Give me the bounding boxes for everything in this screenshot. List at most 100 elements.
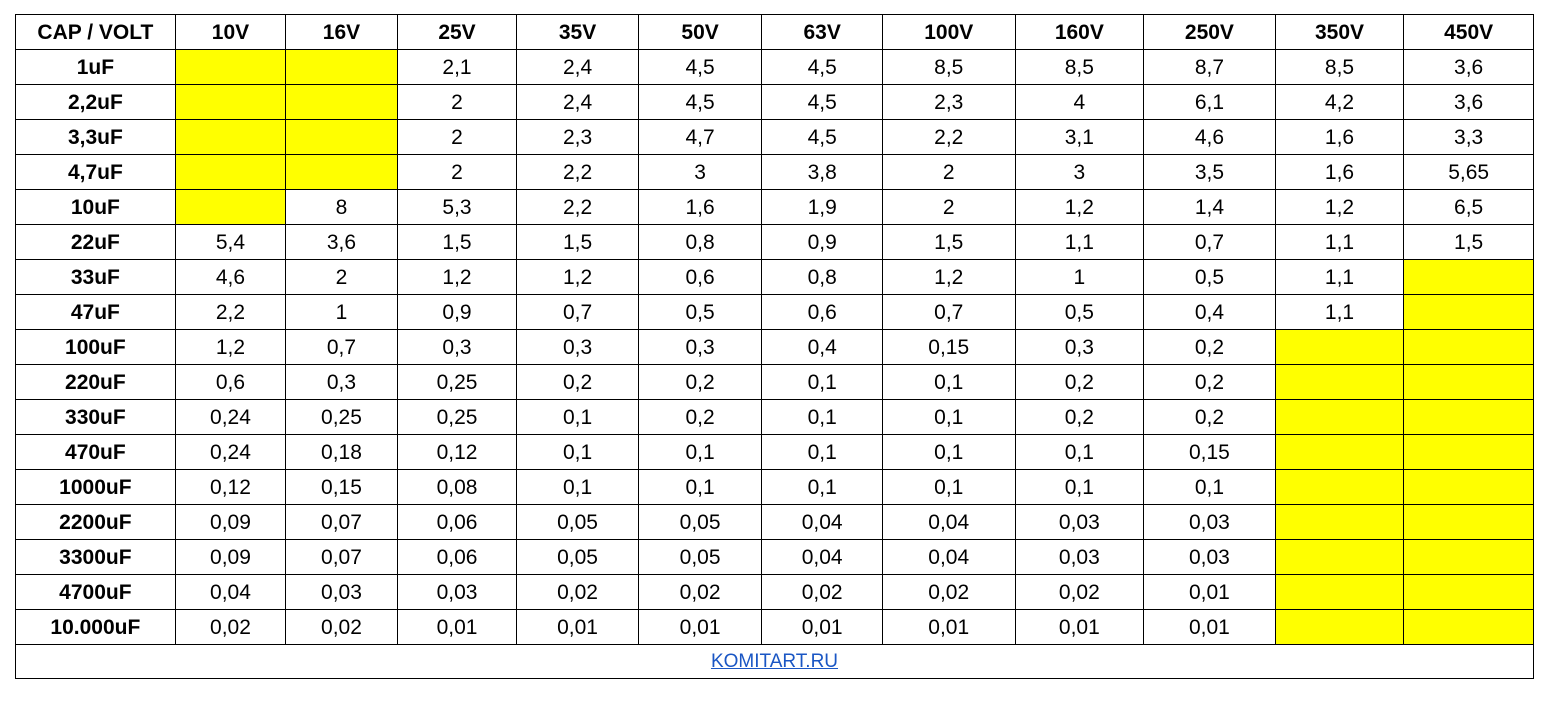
column-header-160v: 160V [1014, 14, 1145, 50]
esr-value-cell: 0,02 [516, 574, 639, 610]
esr-value-cell: 0,07 [285, 504, 398, 540]
esr-value-cell: 0,01 [1143, 574, 1276, 610]
esr-value-cell: 8,5 [1274, 49, 1405, 85]
unavailable-cell [1274, 399, 1405, 435]
column-header-50v: 50V [637, 14, 763, 50]
esr-value-cell: 0,2 [1143, 399, 1276, 435]
esr-value-cell: 0,1 [761, 364, 883, 400]
esr-value-cell: 4,5 [761, 84, 883, 120]
unavailable-cell [1274, 574, 1405, 610]
esr-value-cell: 4,7 [637, 119, 763, 155]
esr-value-cell: 3,8 [761, 154, 883, 190]
esr-value-cell: 1,1 [1014, 224, 1145, 260]
row-header-capacitance: 10.000uF [15, 609, 176, 645]
esr-value-cell: 0,01 [1143, 609, 1276, 645]
table-body: 1uF 2,1 2,4 4,5 4,5 8,5 8,5 8,7 8,5 3,6 2,2uF 2 2,4 4… [15, 49, 1534, 645]
unavailable-cell [1274, 539, 1405, 575]
esr-value-cell: 0,3 [285, 364, 398, 400]
row-header-capacitance: 4700uF [15, 574, 176, 610]
esr-value-cell: 0,8 [761, 259, 883, 295]
esr-value-cell: 0,4 [1143, 294, 1276, 330]
esr-value-cell: 5,65 [1403, 154, 1534, 190]
esr-value-cell: 0,18 [285, 434, 398, 470]
esr-value-cell: 0,1 [761, 469, 883, 505]
esr-value-cell: 4,6 [1143, 119, 1276, 155]
esr-value-cell: 0,04 [174, 574, 287, 610]
unavailable-cell [174, 49, 287, 85]
esr-value-cell: 0,1 [516, 434, 639, 470]
esr-value-cell: 6,5 [1403, 189, 1534, 225]
column-header-25v: 25V [396, 14, 518, 50]
esr-value-cell: 1,1 [1274, 294, 1405, 330]
table-row: 47uF 2,2 1 0,9 0,7 0,5 0,6 0,7 0,5 0,4 1,1 [15, 294, 1534, 330]
row-header-capacitance: 47uF [15, 294, 176, 330]
row-header-capacitance: 220uF [15, 364, 176, 400]
esr-value-cell: 0,12 [174, 469, 287, 505]
esr-value-cell: 0,03 [285, 574, 398, 610]
esr-value-cell: 8,5 [1014, 49, 1145, 85]
esr-value-cell: 0,03 [1014, 539, 1145, 575]
unavailable-cell [1403, 364, 1534, 400]
esr-value-cell: 3,1 [1014, 119, 1145, 155]
column-header-10v: 10V [174, 14, 287, 50]
esr-value-cell: 0,5 [1014, 294, 1145, 330]
esr-value-cell: 0,01 [637, 609, 763, 645]
esr-value-cell: 0,02 [285, 609, 398, 645]
esr-value-cell: 0,15 [1143, 434, 1276, 470]
esr-value-cell: 0,03 [396, 574, 518, 610]
esr-value-cell: 1,2 [1014, 189, 1145, 225]
esr-value-cell: 4 [1014, 84, 1145, 120]
unavailable-cell [1274, 609, 1405, 645]
esr-value-cell: 0,2 [637, 399, 763, 435]
esr-value-cell: 0,2 [516, 364, 639, 400]
table-row: 220uF 0,6 0,3 0,25 0,2 0,2 0,1 0,1 0,2 0,2 [15, 364, 1534, 400]
esr-value-cell: 1,5 [516, 224, 639, 260]
esr-value-cell: 0,1 [516, 399, 639, 435]
row-header-capacitance: 2200uF [15, 504, 176, 540]
esr-value-cell: 0,6 [761, 294, 883, 330]
esr-value-cell: 0,3 [516, 329, 639, 365]
esr-value-cell: 1,1 [1274, 259, 1405, 295]
table-row: 330uF 0,24 0,25 0,25 0,1 0,2 0,1 0,1 0,2 0,2 [15, 399, 1534, 435]
unavailable-cell [1403, 329, 1534, 365]
row-header-capacitance: 3300uF [15, 539, 176, 575]
esr-value-cell: 0,5 [1143, 259, 1276, 295]
column-header-63v: 63V [761, 14, 883, 50]
esr-value-cell: 4,5 [637, 84, 763, 120]
esr-value-cell: 0,03 [1143, 539, 1276, 575]
esr-value-cell: 3,6 [1403, 84, 1534, 120]
esr-value-cell: 0,02 [881, 574, 1016, 610]
unavailable-cell [174, 119, 287, 155]
esr-value-cell: 0,09 [174, 539, 287, 575]
esr-value-cell: 1,2 [396, 259, 518, 295]
row-header-capacitance: 470uF [15, 434, 176, 470]
esr-value-cell: 0,9 [761, 224, 883, 260]
esr-value-cell: 2,4 [516, 49, 639, 85]
unavailable-cell [174, 189, 287, 225]
row-header-capacitance: 3,3uF [15, 119, 176, 155]
row-header-capacitance: 100uF [15, 329, 176, 365]
unavailable-cell [1274, 469, 1405, 505]
esr-value-cell: 0,2 [637, 364, 763, 400]
esr-value-cell: 0,04 [881, 539, 1016, 575]
esr-value-cell: 0,1 [881, 399, 1016, 435]
esr-value-cell: 0,1 [1014, 434, 1145, 470]
esr-value-cell: 0,09 [174, 504, 287, 540]
table-row: 3300uF 0,09 0,07 0,06 0,05 0,05 0,04 0,04 0,03 0,… [15, 539, 1534, 575]
esr-value-cell: 4,2 [1274, 84, 1405, 120]
esr-value-cell: 1,5 [396, 224, 518, 260]
esr-value-cell: 2,2 [174, 294, 287, 330]
column-header-350v: 350V [1274, 14, 1405, 50]
esr-value-cell: 3,6 [1403, 49, 1534, 85]
unavailable-cell [1403, 609, 1534, 645]
esr-value-cell: 2 [396, 154, 518, 190]
table-row: 33uF 4,6 2 1,2 1,2 0,6 0,8 1,2 1 0,5 1,1 [15, 259, 1534, 295]
esr-value-cell: 4,5 [761, 119, 883, 155]
esr-value-cell: 0,01 [396, 609, 518, 645]
esr-value-cell: 2,3 [516, 119, 639, 155]
esr-value-cell: 2 [285, 259, 398, 295]
site-link[interactable]: KOMITART.RU [710, 651, 839, 672]
esr-value-cell: 0,02 [1014, 574, 1145, 610]
footer-cell: KOMITART.RU [15, 644, 1534, 679]
table-row: 2200uF 0,09 0,07 0,06 0,05 0,05 0,04 0,04 0,03 0,… [15, 504, 1534, 540]
